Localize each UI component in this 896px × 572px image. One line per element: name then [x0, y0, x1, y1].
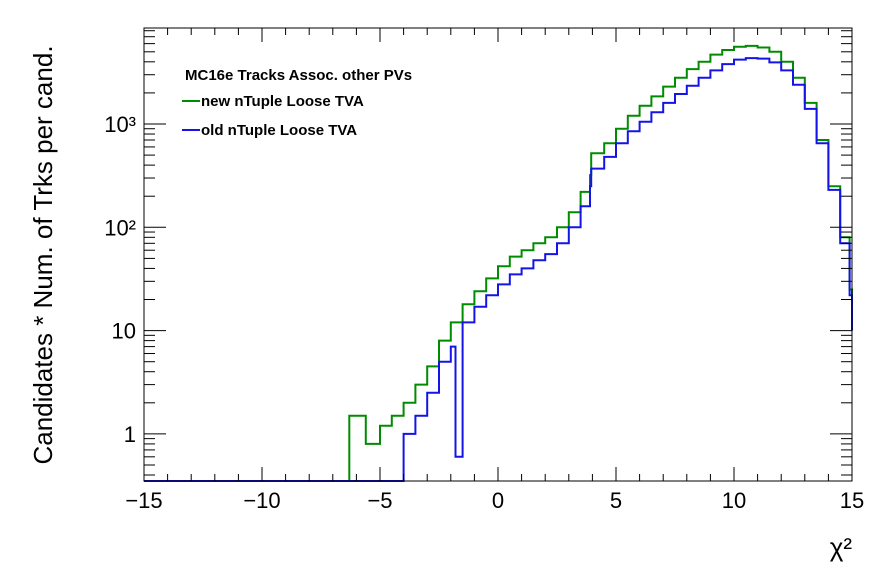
legend-label-old: old nTuple Loose TVA	[201, 122, 357, 139]
x-axis-title: χ²	[830, 532, 853, 562]
x-tick-label: −5	[367, 488, 392, 513]
axes-layer: −15 −10 −5 0 5 10 15 1 10 10² 10³	[104, 27, 864, 513]
x-tick-label: −15	[125, 488, 162, 513]
series-line-new	[144, 44, 853, 482]
x-tick-label: 0	[492, 488, 504, 513]
x-tick-label: 15	[840, 488, 864, 513]
y-tick-label: 10²	[104, 215, 136, 240]
series-line-old	[144, 57, 853, 482]
x-tick-label: −10	[243, 488, 280, 513]
y-tick-label: 1	[124, 422, 136, 447]
x-tick-label: 5	[610, 488, 622, 513]
y-tick-label: 10	[112, 319, 136, 344]
legend-header: MC16e Tracks Assoc. other PVs	[185, 67, 412, 84]
series-layer	[144, 44, 853, 482]
legend-label-new: new nTuple Loose TVA	[201, 93, 364, 110]
y-tick-label: 10³	[104, 112, 136, 137]
legend: MC16e Tracks Assoc. other PVs new nTuple…	[182, 67, 412, 139]
x-tick-label: 10	[722, 488, 746, 513]
y-axis-title: Candidates * Num. of Trks per cand.	[28, 45, 58, 464]
